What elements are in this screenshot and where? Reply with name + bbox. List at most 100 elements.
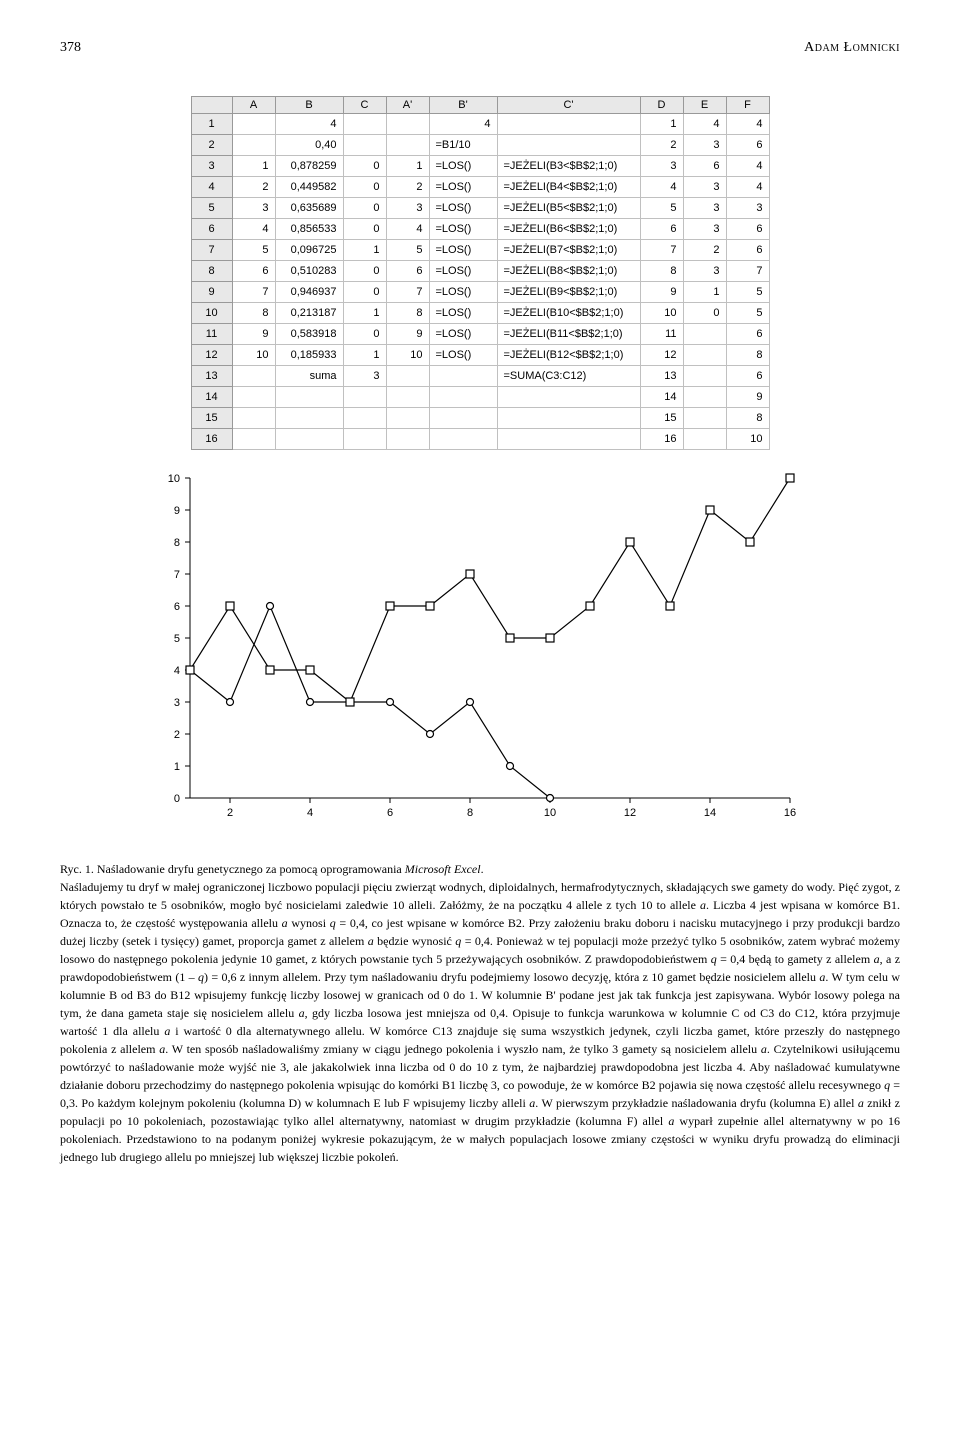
svg-text:8: 8 [467,807,473,819]
svg-text:8: 8 [174,537,180,549]
row-header: 14 [191,387,232,408]
table-cell: 6 [726,219,769,240]
table-cell: 8 [232,303,275,324]
table-cell: 3 [640,156,683,177]
table-cell: 4 [726,114,769,135]
table-cell: 13 [640,366,683,387]
table-cell: 9 [386,324,429,345]
table-cell: =JEŻELI(B3<$B$2;1;0) [497,156,640,177]
table-cell [232,114,275,135]
table-cell: 0,878259 [275,156,343,177]
chart-svg: 246810121416012345678910 [140,470,820,830]
table-cell [429,429,497,450]
table-cell: 6 [726,135,769,156]
table-cell [232,135,275,156]
table-cell [386,408,429,429]
table-cell [497,408,640,429]
row-header: 15 [191,408,232,429]
table-cell: =LOS() [429,324,497,345]
table-row: 420,44958202=LOS()=JEŻELI(B4<$B$2;1;0)43… [191,177,769,198]
table-row: 970,94693707=LOS()=JEŻELI(B9<$B$2;1;0)91… [191,282,769,303]
table-cell: 0,185933 [275,345,343,366]
table-cell: 2 [232,177,275,198]
svg-text:10: 10 [168,473,180,485]
table-row: 1190,58391809=LOS()=JEŻELI(B11<$B$2;1;0)… [191,324,769,345]
table-cell: =SUMA(C3:C12) [497,366,640,387]
table-cell: 4 [275,114,343,135]
table-cell: 4 [429,114,497,135]
table-cell: 9 [726,387,769,408]
svg-text:10: 10 [544,807,556,819]
row-header: 11 [191,324,232,345]
table-cell: 3 [683,177,726,198]
column-header: C [343,97,386,114]
table-cell: 7 [386,282,429,303]
table-cell: 6 [386,261,429,282]
column-header: A [232,97,275,114]
table-row: 1080,21318718=LOS()=JEŻELI(B10<$B$2;1;0)… [191,303,769,324]
table-cell [683,366,726,387]
svg-text:3: 3 [174,697,180,709]
table-cell [275,387,343,408]
row-header: 16 [191,429,232,450]
table-row: 12100,185933110=LOS()=JEŻELI(B12<$B$2;1;… [191,345,769,366]
table-cell [683,345,726,366]
table-cell: 1 [343,303,386,324]
table-cell: =JEŻELI(B7<$B$2;1;0) [497,240,640,261]
row-header: 13 [191,366,232,387]
svg-text:12: 12 [624,807,636,819]
table-cell: 7 [640,240,683,261]
table-cell [386,114,429,135]
table-cell [343,408,386,429]
row-header: 7 [191,240,232,261]
table-cell [683,324,726,345]
table-cell: 3 [683,198,726,219]
table-cell: =LOS() [429,303,497,324]
figure-label: Ryc. 1. [60,862,94,876]
table-cell: =LOS() [429,219,497,240]
table-cell: 1 [343,240,386,261]
row-header: 2 [191,135,232,156]
excel-spreadsheet-table: ABCA'B'C'DEF 14414420,40=B1/10236310,878… [191,96,770,450]
table-cell: 6 [683,156,726,177]
svg-text:0: 0 [174,793,180,805]
table-cell [429,366,497,387]
svg-text:16: 16 [784,807,796,819]
table-cell: 8 [386,303,429,324]
table-cell: 4 [232,219,275,240]
table-cell: 0 [343,261,386,282]
table-cell: 4 [726,156,769,177]
svg-text:5: 5 [174,633,180,645]
table-cell: 10 [232,345,275,366]
table-cell: 0,096725 [275,240,343,261]
table-cell: =JEŻELI(B9<$B$2;1;0) [497,282,640,303]
table-cell [275,408,343,429]
table-cell: 0 [343,324,386,345]
table-cell: 3 [232,198,275,219]
column-header: D [640,97,683,114]
table-cell [232,408,275,429]
table-cell [386,135,429,156]
table-cell: =LOS() [429,261,497,282]
table-cell: =JEŻELI(B12<$B$2;1;0) [497,345,640,366]
row-header: 8 [191,261,232,282]
table-cell: 6 [640,219,683,240]
table-cell [429,408,497,429]
table-cell: 0 [343,198,386,219]
table-cell: 0,40 [275,135,343,156]
table-cell: =JEŻELI(B6<$B$2;1;0) [497,219,640,240]
table-body: 14414420,40=B1/10236310,87825901=LOS()=J… [191,114,769,450]
figure-title: Naśladowanie dryfu genetycznego za pomoc… [97,862,402,876]
svg-text:4: 4 [174,665,180,677]
column-header: F [726,97,769,114]
line-chart: 246810121416012345678910 [140,470,820,830]
table-cell [683,429,726,450]
row-header: 1 [191,114,232,135]
svg-text:2: 2 [227,807,233,819]
table-cell: 15 [640,408,683,429]
table-cell: 0,946937 [275,282,343,303]
table-cell: =LOS() [429,198,497,219]
table-cell: 0,213187 [275,303,343,324]
table-cell: 3 [386,198,429,219]
table-cell: 6 [726,324,769,345]
